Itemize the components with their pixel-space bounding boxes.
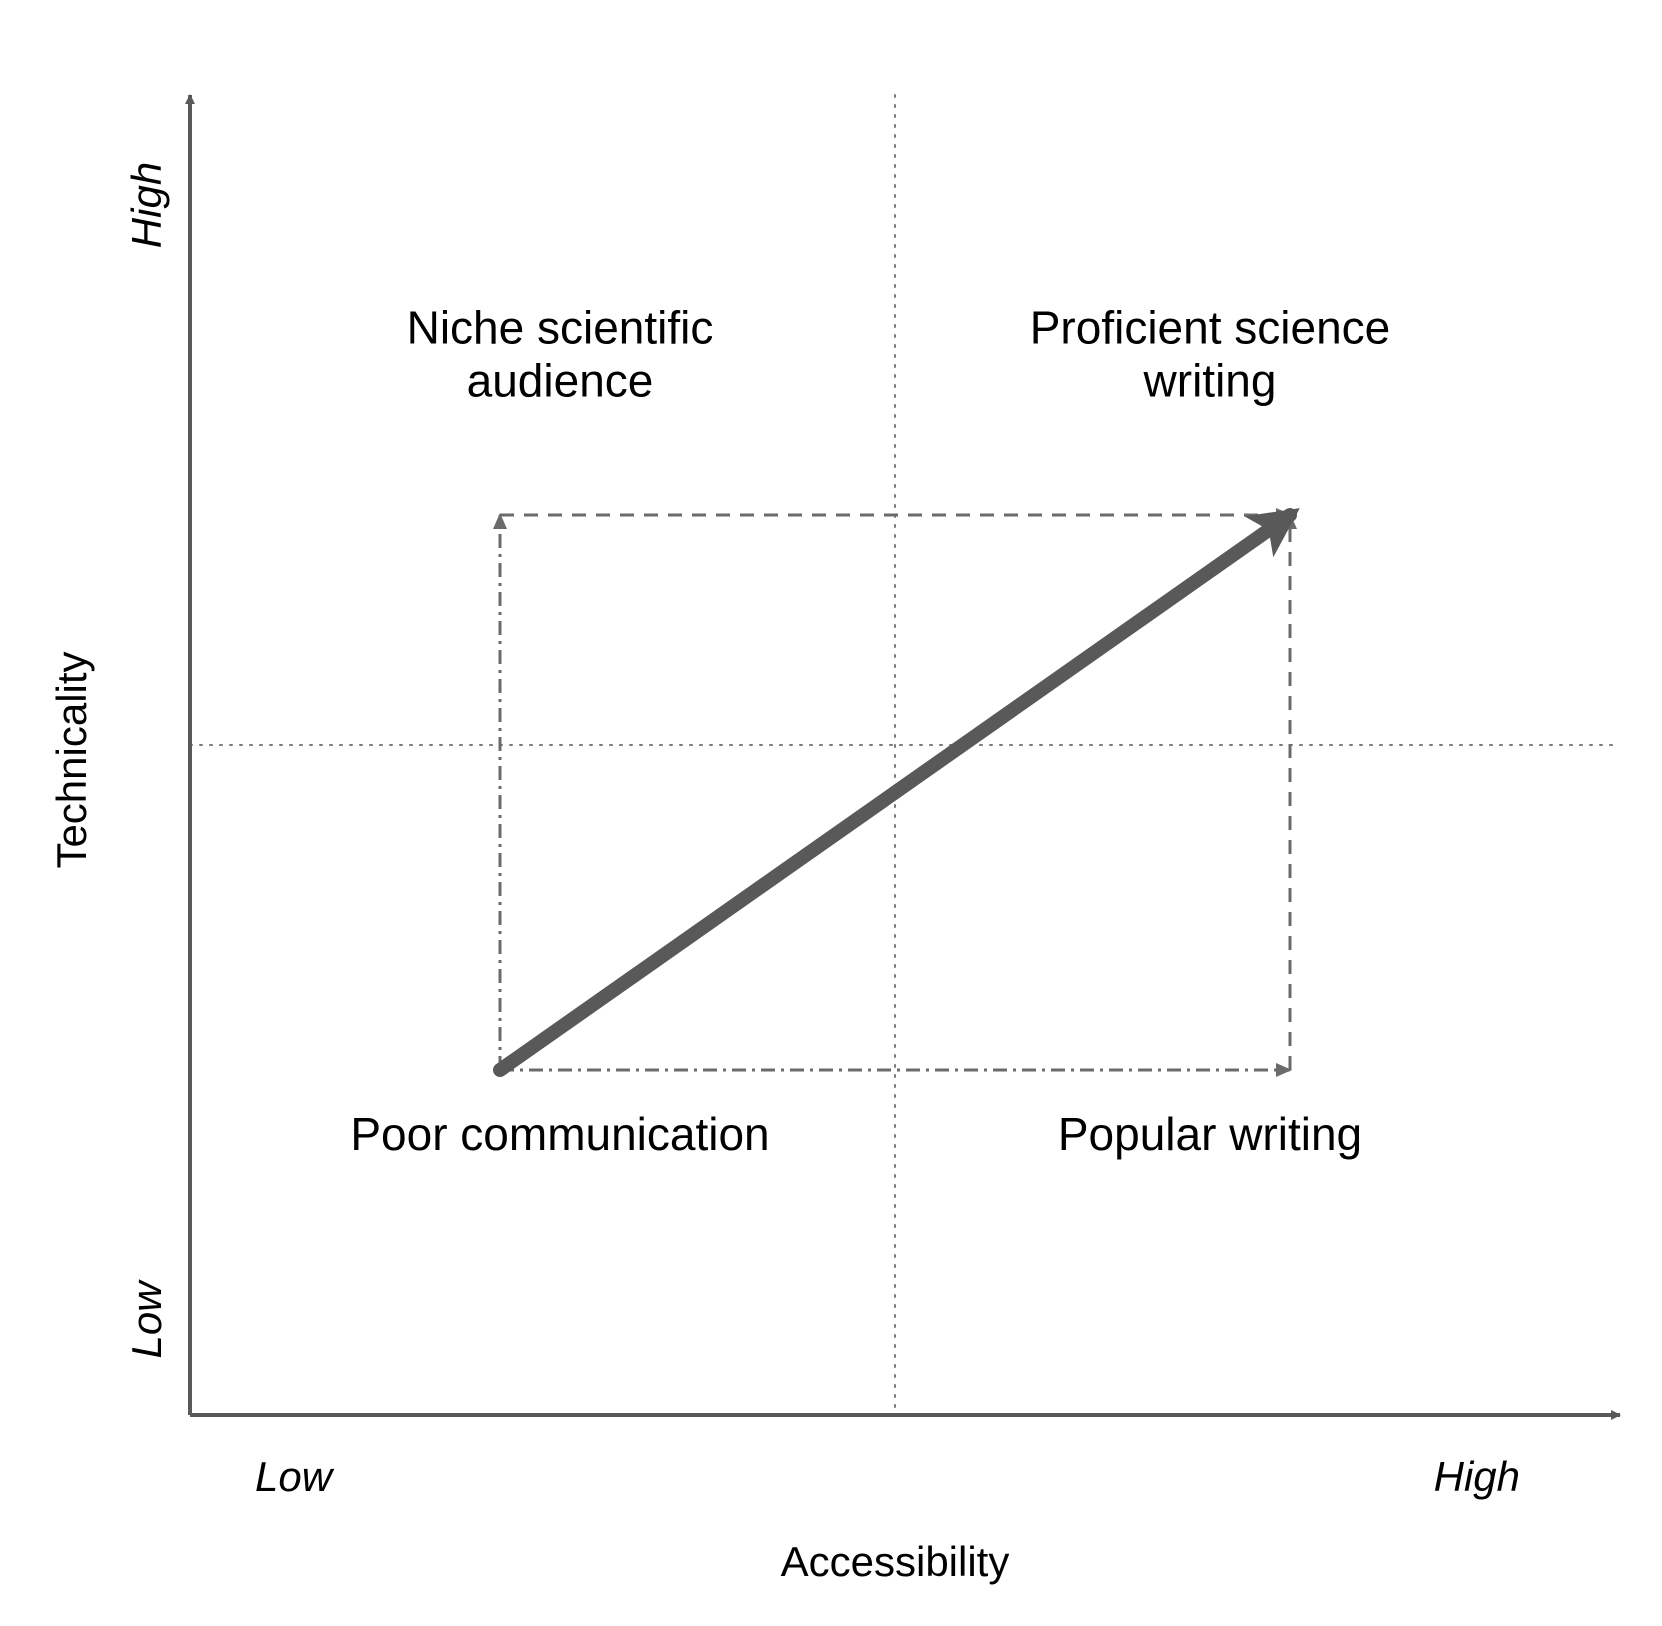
x-high-label: High (1434, 1453, 1520, 1500)
quadrant-label-bottom-left: Poor communication (350, 1108, 769, 1160)
quadrant-label-top-left: Niche scientificaudience (407, 302, 714, 407)
x-low-label: Low (255, 1453, 335, 1500)
y-high-label: High (123, 162, 170, 248)
y-axis-title: Technicality (48, 651, 95, 868)
quadrant-label-top-right: Proficient sciencewriting (1030, 302, 1391, 407)
x-axis-title: Accessibility (781, 1538, 1010, 1585)
y-low-label: Low (123, 1279, 170, 1359)
quadrant-diagram: Accessibility Technicality Low High Low High N… (0, 0, 1662, 1626)
quadrant-label-bottom-right: Popular writing (1058, 1108, 1362, 1160)
